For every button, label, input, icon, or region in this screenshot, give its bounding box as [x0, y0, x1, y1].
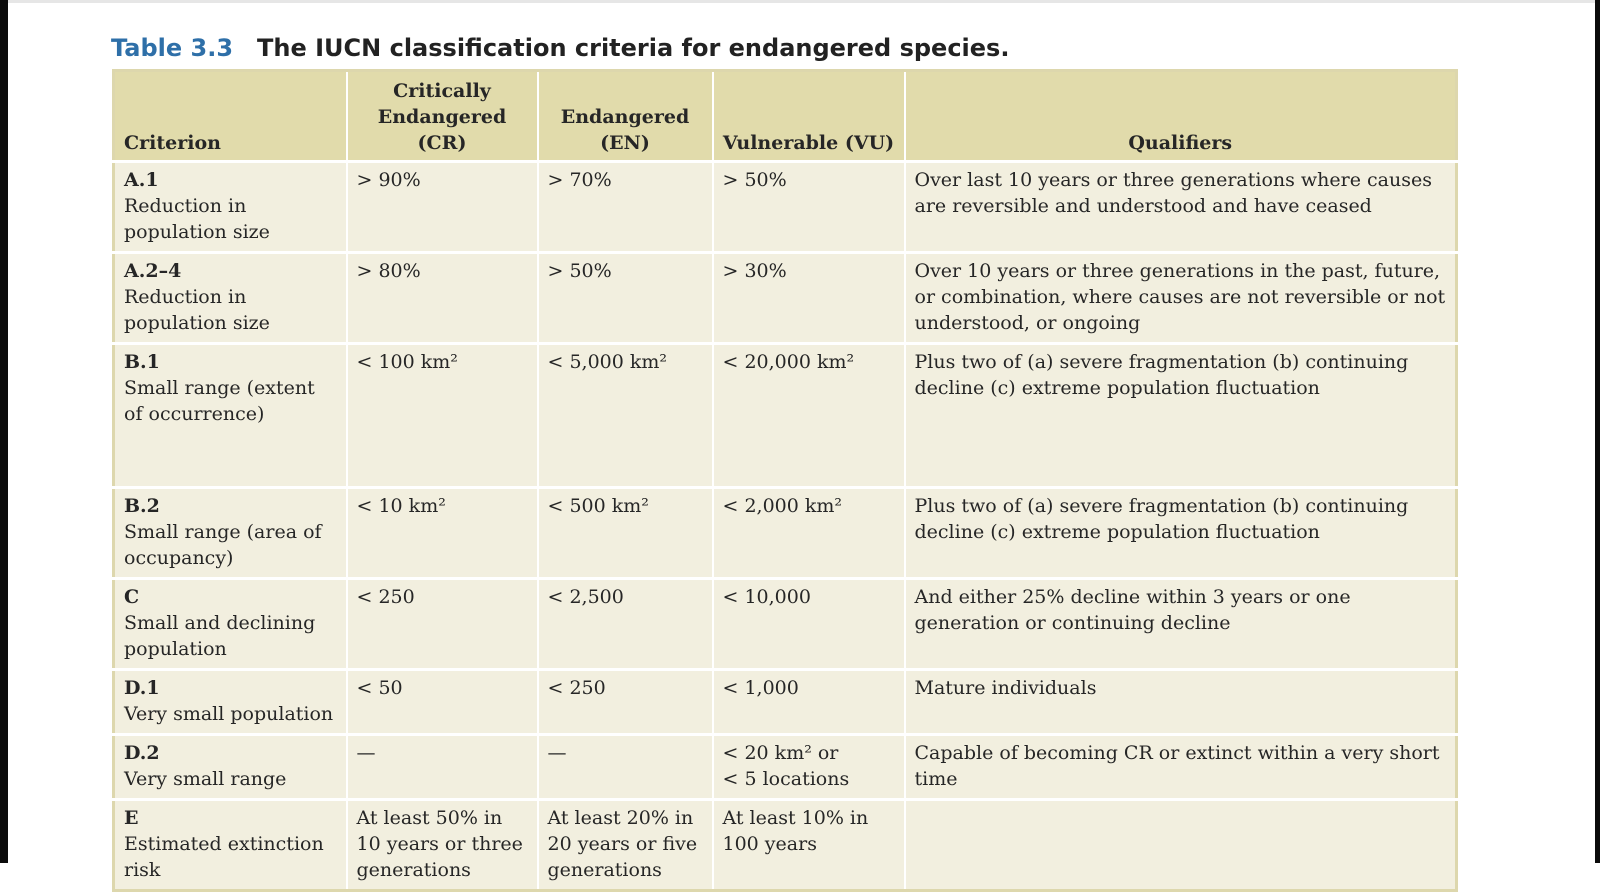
- vu-cell: < 1,000: [712, 669, 906, 736]
- cr-cell: < 250: [346, 578, 539, 671]
- table-number: Table 3.3: [111, 34, 234, 62]
- criterion-cell: B.2 Small range (area of occupancy): [113, 487, 348, 580]
- header-row: Criterion Critically Endangered (CR) End…: [113, 70, 1457, 163]
- en-cell: At least 20% in 20 years or five generat…: [537, 799, 714, 891]
- criterion-id: D.2: [124, 742, 160, 764]
- criterion-id: D.1: [124, 677, 160, 699]
- cr-cell: At least 50% in 10 years or three genera…: [346, 799, 539, 891]
- criterion-id: A.2–4: [124, 260, 182, 282]
- criterion-cell: D.2 Very small range: [113, 734, 348, 801]
- criterion-description: Small range (area of occupancy): [124, 521, 322, 569]
- table-row: A.2–4 Reduction in population size > 80% …: [113, 252, 1457, 345]
- en-cell: < 500 km²: [537, 487, 714, 580]
- vu-cell: < 20 km² or < 5 locations: [712, 734, 906, 801]
- en-cell: < 5,000 km²: [537, 343, 714, 489]
- cr-cell: > 80%: [346, 252, 539, 345]
- criterion-description: Small and declining population: [124, 612, 316, 660]
- criterion-description: Small range (extent of occurrence): [124, 377, 315, 425]
- table-row: E Estimated extinction risk At least 50% …: [113, 799, 1457, 891]
- qualifiers-cell: Over last 10 years or three generations …: [904, 161, 1457, 254]
- table-row: B.2 Small range (area of occupancy) < 10 …: [113, 487, 1457, 580]
- header-vulnerable: Vulnerable (VU): [712, 70, 906, 163]
- criterion-cell: B.1 Small range (extent of occurrence): [113, 343, 348, 489]
- criterion-description: Reduction in population size: [124, 286, 270, 334]
- criterion-description: Very small range: [124, 768, 287, 790]
- window-right-edge: [1595, 0, 1600, 863]
- vu-cell: < 2,000 km²: [712, 487, 906, 580]
- page-top-edge: [0, 0, 1600, 3]
- criterion-id: A.1: [124, 169, 159, 191]
- header-endangered: Endangered (EN): [537, 70, 714, 163]
- en-cell: > 70%: [537, 161, 714, 254]
- en-cell: > 50%: [537, 252, 714, 345]
- cr-cell: —: [346, 734, 539, 801]
- criterion-cell: C Small and declining population: [113, 578, 348, 671]
- table-row: B.1 Small range (extent of occurrence) < …: [113, 343, 1457, 489]
- table-title: The IUCN classification criteria for end…: [257, 34, 1010, 62]
- criterion-description: Reduction in population size: [124, 195, 270, 243]
- header-criterion: Criterion: [113, 70, 348, 163]
- cr-cell: < 10 km²: [346, 487, 539, 580]
- criterion-cell: D.1 Very small population: [113, 669, 348, 736]
- table-row: D.1 Very small population < 50 < 250 < 1,…: [113, 669, 1457, 736]
- criterion-cell: E Estimated extinction risk: [113, 799, 348, 891]
- vu-cell: At least 10% in 100 years: [712, 799, 906, 891]
- criterion-id: E: [124, 807, 139, 829]
- cr-cell: > 90%: [346, 161, 539, 254]
- en-cell: < 2,500: [537, 578, 714, 671]
- vu-cell: < 20,000 km²: [712, 343, 906, 489]
- criterion-cell: A.1 Reduction in population size: [113, 161, 348, 254]
- qualifiers-cell: Plus two of (a) severe fragmentation (b)…: [904, 343, 1457, 489]
- header-critically-endangered: Critically Endangered (CR): [346, 70, 539, 163]
- vu-cell: > 50%: [712, 161, 906, 254]
- qualifiers-cell: And either 25% decline within 3 years or…: [904, 578, 1457, 671]
- criterion-description: Very small population: [124, 703, 334, 725]
- cr-cell: < 50: [346, 669, 539, 736]
- criterion-id: C: [124, 586, 140, 608]
- window-left-edge: [0, 0, 8, 863]
- en-cell: —: [537, 734, 714, 801]
- qualifiers-cell: Plus two of (a) severe fragmentation (b)…: [904, 487, 1457, 580]
- qualifiers-cell: Over 10 years or three generations in th…: [904, 252, 1457, 345]
- iucn-criteria-table: Criterion Critically Endangered (CR) End…: [112, 69, 1458, 892]
- table-caption: Table 3.3 The IUCN classification criteri…: [111, 34, 1009, 62]
- vu-cell: > 30%: [712, 252, 906, 345]
- en-cell: < 250: [537, 669, 714, 736]
- criterion-description: Estimated extinction risk: [124, 833, 324, 881]
- table-row: C Small and declining population < 250 < …: [113, 578, 1457, 671]
- qualifiers-cell: Capable of becoming CR or extinct within…: [904, 734, 1457, 801]
- table-row: A.1 Reduction in population size > 90% > …: [113, 161, 1457, 254]
- criterion-id: B.2: [124, 495, 160, 517]
- cr-cell: < 100 km²: [346, 343, 539, 489]
- header-qualifiers: Qualifiers: [904, 70, 1457, 163]
- vu-cell: < 10,000: [712, 578, 906, 671]
- criterion-id: B.1: [124, 351, 160, 373]
- criterion-cell: A.2–4 Reduction in population size: [113, 252, 348, 345]
- qualifiers-cell: Mature individuals: [904, 669, 1457, 736]
- table-row: D.2 Very small range — — < 20 km² or < 5 …: [113, 734, 1457, 801]
- qualifiers-cell: [905, 800, 1457, 891]
